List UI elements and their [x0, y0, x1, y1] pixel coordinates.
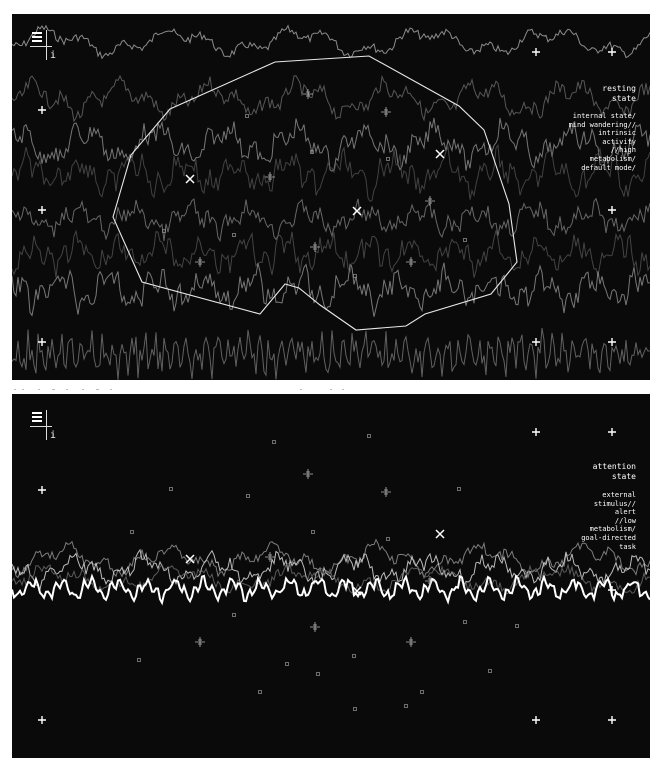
plus-marker-icon — [532, 428, 540, 436]
crosshair-marker-icon — [265, 552, 275, 562]
crosshair-marker-icon — [425, 576, 435, 586]
crosshair-marker-icon — [303, 469, 313, 479]
square-marker-icon — [137, 658, 141, 662]
menu-icon[interactable] — [30, 410, 52, 440]
eeg-trace — [12, 328, 650, 380]
eeg-trace — [12, 197, 650, 243]
plus-marker-icon — [532, 716, 540, 724]
square-marker-icon — [457, 487, 461, 491]
square-marker-icon — [311, 530, 315, 534]
square-marker-icon — [169, 487, 173, 491]
square-marker-icon — [386, 537, 390, 541]
square-marker-icon — [316, 672, 320, 676]
state-title: resting state — [602, 84, 636, 103]
cross-marker-icon — [435, 149, 445, 159]
plus-marker-icon — [608, 206, 616, 214]
square-marker-icon — [130, 530, 134, 534]
eeg-trace — [12, 573, 650, 606]
crosshair-marker-icon — [265, 172, 275, 182]
crosshair-marker-icon — [406, 257, 416, 267]
markers — [38, 48, 616, 346]
plus-marker-icon — [532, 338, 540, 346]
square-marker-icon — [162, 229, 166, 233]
square-marker-icon — [404, 704, 408, 708]
square-marker-icon — [352, 654, 356, 658]
square-marker-icon — [353, 707, 357, 711]
square-marker-icon — [272, 440, 276, 444]
crosshair-marker-icon — [310, 622, 320, 632]
plus-marker-icon — [608, 338, 616, 346]
plus-marker-icon — [38, 206, 46, 214]
cross-marker-icon — [185, 554, 195, 564]
crosshair-marker-icon — [195, 637, 205, 647]
divider-ticks — [14, 389, 344, 390]
eeg-trace — [12, 143, 650, 202]
resting-state-canvas — [12, 24, 650, 380]
cross-marker-icon — [435, 529, 445, 539]
crosshair-marker-icon — [303, 89, 313, 99]
cross-marker-icon — [352, 206, 362, 216]
resting-state-panel: i resting state internal state/ mind wan… — [12, 14, 650, 380]
eeg-trace — [12, 229, 650, 278]
state-title: attention state — [592, 462, 636, 481]
eeg-trace — [12, 548, 650, 591]
plus-marker-icon — [532, 48, 540, 56]
attention-state-canvas — [12, 428, 650, 724]
plus-marker-icon — [38, 486, 46, 494]
menu-icon[interactable] — [30, 30, 52, 60]
crosshair-marker-icon — [310, 242, 320, 252]
square-marker-icon — [488, 669, 492, 673]
plus-marker-icon — [608, 428, 616, 436]
eeg-trace — [12, 117, 650, 172]
crosshair-marker-icon — [381, 107, 391, 117]
cross-marker-icon — [352, 586, 362, 596]
square-marker-icon — [353, 274, 357, 278]
plus-marker-icon — [608, 48, 616, 56]
state-description: external stimulus// alert //low metaboli… — [581, 491, 636, 551]
square-marker-icon — [232, 613, 236, 617]
info-icon[interactable]: i — [50, 430, 57, 441]
square-marker-icon — [258, 690, 262, 694]
square-marker-icon — [285, 662, 289, 666]
square-marker-icon — [310, 150, 314, 154]
plus-marker-icon — [38, 106, 46, 114]
info-icon[interactable]: i — [50, 50, 57, 61]
plus-marker-icon — [608, 586, 616, 594]
eeg-trace — [12, 24, 650, 60]
square-marker-icon — [420, 690, 424, 694]
state-description: internal state/ mind wandering// intrins… — [568, 112, 636, 172]
crosshair-marker-icon — [406, 637, 416, 647]
cross-marker-icon — [185, 174, 195, 184]
square-marker-icon — [463, 620, 467, 624]
square-marker-icon — [246, 494, 250, 498]
attention-state-panel: i attention state external stimulus// al… — [12, 394, 650, 758]
markers — [38, 428, 616, 724]
plus-marker-icon — [38, 716, 46, 724]
eeg-trace — [12, 262, 650, 317]
square-marker-icon — [463, 238, 467, 242]
eeg-waveforms — [12, 24, 650, 380]
eeg-trace — [12, 74, 650, 123]
square-marker-icon — [232, 233, 236, 237]
brain-outline — [112, 55, 518, 331]
square-marker-icon — [386, 157, 390, 161]
square-marker-icon — [245, 114, 249, 118]
crosshair-marker-icon — [381, 487, 391, 497]
plus-marker-icon — [608, 716, 616, 724]
crosshair-marker-icon — [425, 196, 435, 206]
square-marker-icon — [367, 434, 371, 438]
square-marker-icon — [515, 624, 519, 628]
plus-marker-icon — [38, 338, 46, 346]
crosshair-marker-icon — [195, 257, 205, 267]
eeg-waveforms — [12, 538, 650, 606]
